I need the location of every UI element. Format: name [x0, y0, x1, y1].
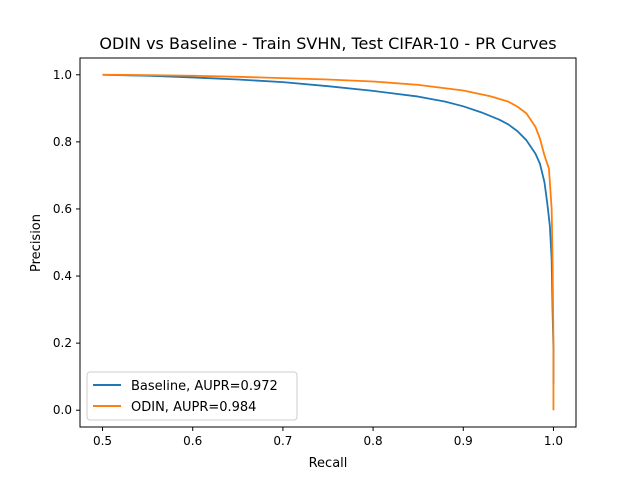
- legend-label-1: ODIN, AUPR=0.984: [131, 400, 256, 415]
- y-axis-ticks: 0.0 0.2 0.4 0.6 0.8 1.0: [53, 68, 80, 417]
- y-tick-label: 0.0: [53, 403, 72, 417]
- y-tick-label: 1.0: [53, 68, 72, 82]
- series-line-0: [102, 73, 555, 384]
- x-tick-label: 0.6: [183, 434, 202, 448]
- y-tick-label: 0.8: [53, 135, 72, 149]
- series-layer: [102, 73, 555, 411]
- chart-title: ODIN vs Baseline - Train SVHN, Test CIFA…: [99, 34, 556, 53]
- series-line-1: [102, 73, 555, 411]
- x-axis-label: Recall: [309, 456, 348, 471]
- legend: Baseline, AUPR=0.972 ODIN, AUPR=0.984: [86, 371, 298, 421]
- x-tick-label: 0.5: [93, 434, 112, 448]
- legend-box: [86, 371, 298, 421]
- y-tick-label: 0.4: [53, 269, 72, 283]
- x-tick-label: 0.9: [454, 434, 473, 448]
- y-tick-label: 0.6: [53, 202, 72, 216]
- x-tick-label: 0.7: [273, 434, 292, 448]
- x-tick-label: 1.0: [544, 434, 563, 448]
- legend-label-0: Baseline, AUPR=0.972: [131, 379, 278, 394]
- y-tick-label: 0.2: [53, 336, 72, 350]
- plot-frame: [79, 57, 577, 428]
- x-tick-label: 0.8: [364, 434, 383, 448]
- y-axis-label: Precision: [29, 214, 44, 272]
- plot-area: [79, 57, 577, 428]
- x-axis-ticks: 0.5 0.6 0.7 0.8 0.9 1.0: [93, 427, 563, 448]
